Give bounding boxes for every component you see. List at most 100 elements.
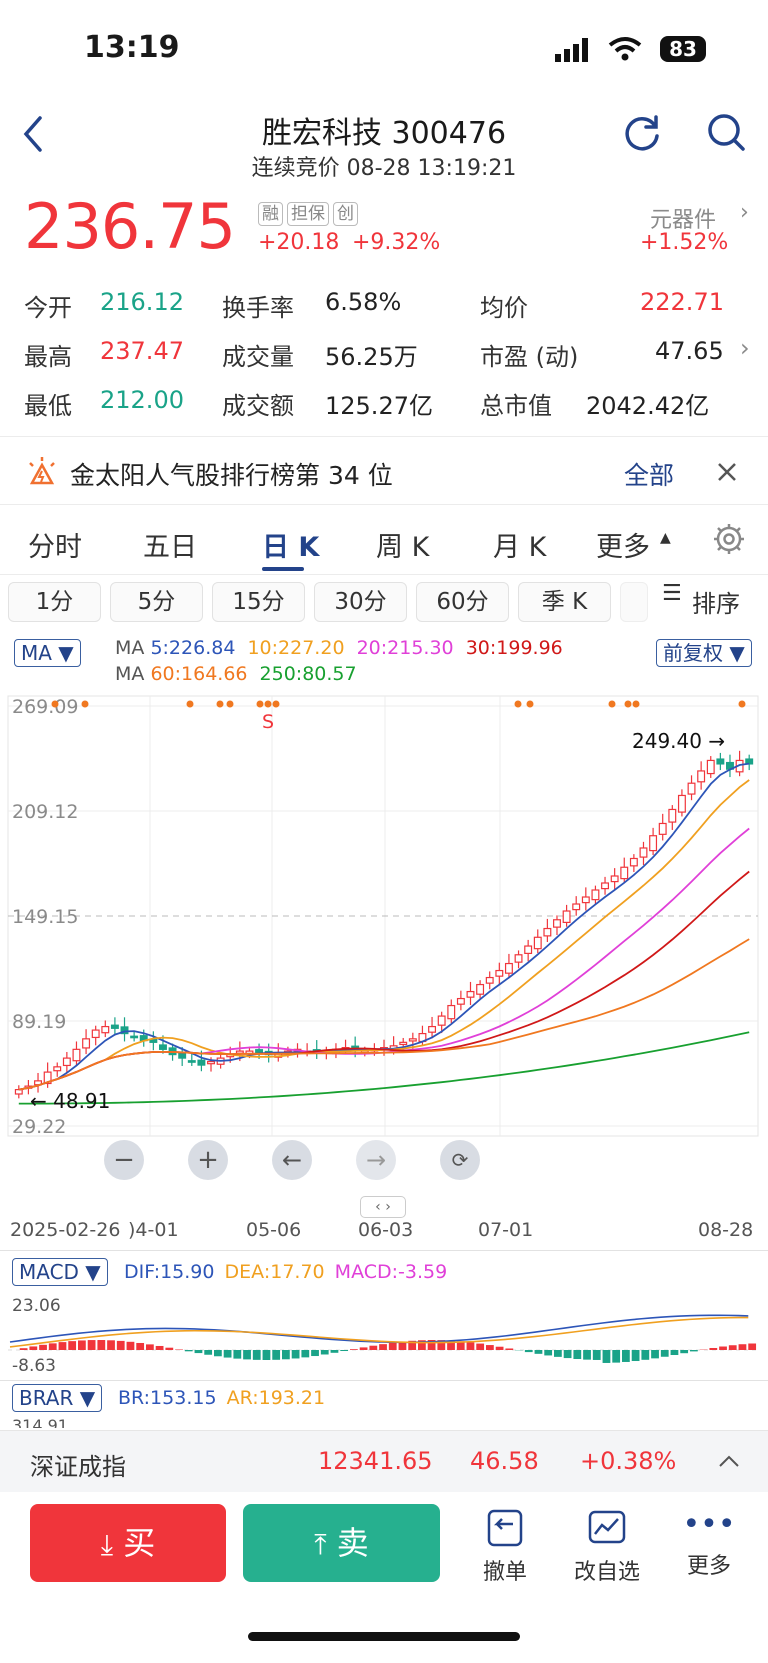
macd-bar (233, 1350, 242, 1359)
brar-selector[interactable]: BRAR ▼ (12, 1384, 103, 1412)
macd-bar (388, 1342, 397, 1350)
y-tick: 269.09 (12, 696, 78, 718)
chevron-up-icon[interactable] (718, 1453, 740, 1469)
buy-arrow-icon: ⤓ (100, 1528, 114, 1561)
macd-selector[interactable]: MACD ▼ (12, 1258, 108, 1286)
interval-30min[interactable]: 30分 (314, 582, 407, 622)
scroll-left-button[interactable]: ← (272, 1140, 312, 1180)
candle (130, 1035, 139, 1039)
candle (533, 936, 542, 950)
stat-label[interactable]: 市盈 (动) (480, 343, 579, 371)
zoom-out-button[interactable]: − (104, 1140, 144, 1180)
sort-button[interactable]: ☰ 排序 (648, 576, 768, 628)
candle (620, 866, 629, 880)
macd-bar (583, 1350, 591, 1360)
candle (447, 1004, 456, 1020)
macd-bar (291, 1350, 300, 1359)
candle (255, 1049, 264, 1054)
candle (43, 1071, 52, 1085)
cancel-order-button[interactable]: 撤单 (460, 1508, 550, 1586)
stat-label: 换手率 (222, 294, 294, 322)
macd-bar (243, 1350, 251, 1360)
candle (437, 1015, 446, 1026)
ma-selector[interactable]: MA ▼ (14, 639, 81, 667)
ma250-value: 250:80.57 (259, 663, 357, 685)
tab-intraday[interactable]: 分时 (28, 532, 82, 563)
macd-bar (554, 1350, 562, 1357)
macd-bar (19, 1348, 28, 1350)
stat-value: 2042.42亿 (586, 392, 710, 420)
macd-bar (116, 1340, 125, 1350)
candle (485, 976, 494, 984)
signal-label: S (262, 711, 274, 733)
macd-bar (107, 1340, 115, 1350)
interval-15min[interactable]: 15分 (212, 582, 305, 622)
interval-60min[interactable]: 60分 (416, 582, 509, 622)
low-marker: ← 48.91 (30, 1089, 110, 1113)
interval-quarter-k[interactable]: 季 K (518, 582, 611, 622)
candle (187, 1060, 196, 1063)
refresh-icon[interactable] (622, 112, 662, 152)
macd-bar (126, 1341, 135, 1350)
close-icon[interactable] (716, 461, 738, 483)
stat-label: 最低 (24, 392, 72, 420)
macd-bar (398, 1341, 407, 1350)
adjust-selector[interactable]: 前复权 ▼ (656, 639, 752, 667)
tab-weekly-k[interactable]: 周 K (376, 532, 430, 563)
sector-name[interactable]: 元器件 (650, 208, 717, 233)
macd-bar (155, 1345, 164, 1350)
candle (72, 1048, 81, 1062)
status-time: 13:19 (84, 30, 180, 65)
interval-overflow[interactable] (620, 582, 648, 622)
search-icon[interactable] (706, 112, 746, 152)
x-tick: 06-03 (358, 1219, 414, 1241)
macd-bar (427, 1340, 436, 1350)
macd-bar (437, 1340, 446, 1350)
interval-1min[interactable]: 1分 (8, 582, 101, 622)
signal-icon (555, 38, 588, 62)
tab-five-day[interactable]: 五日 (143, 532, 197, 563)
candle (581, 896, 590, 904)
index-bar[interactable]: 深证成指 12341.65 46.58 +0.38% (0, 1430, 768, 1492)
adjust-label: 前复权 (663, 641, 723, 665)
macd-bar (252, 1350, 261, 1360)
macd-bar (534, 1350, 543, 1354)
candle (514, 954, 523, 963)
signal-dot (608, 700, 616, 708)
popularity-banner[interactable]: 金太阳人气股排行榜第 34 位 (70, 461, 393, 490)
back-icon[interactable] (20, 114, 46, 154)
chevron-right-icon[interactable]: › (740, 200, 749, 225)
signal-dot (51, 700, 59, 708)
interval-5min[interactable]: 5分 (110, 582, 203, 622)
edit-watchlist-button[interactable]: 改自选 (562, 1508, 652, 1586)
tab-more[interactable]: 更多 (596, 532, 650, 563)
zoom-in-button[interactable]: + (188, 1140, 228, 1180)
macd-chart[interactable] (0, 1294, 768, 1380)
candle (110, 1024, 119, 1029)
range-handle[interactable]: ‹ › (360, 1196, 406, 1218)
rotate-icon[interactable]: ⟳ (440, 1140, 480, 1180)
buy-button[interactable]: ⤓ 买 (30, 1504, 226, 1582)
banner-all-link[interactable]: 全部 (624, 461, 675, 490)
macd-bar (622, 1350, 630, 1362)
cancel-order-label: 撤单 (482, 1560, 527, 1585)
macd-bar (631, 1350, 640, 1362)
badge-collateral: 担保 (287, 202, 329, 226)
candle (716, 758, 725, 765)
macd-bar (39, 1344, 47, 1350)
kline-chart[interactable]: 269.09 209.12 149.15 89.19 29.22 249.40 → ← 48… (0, 694, 768, 1220)
scroll-right-button[interactable]: → (356, 1140, 396, 1180)
stat-value: 212.00 (100, 386, 184, 414)
sell-button[interactable]: ⤒ 卖 (243, 1504, 440, 1582)
tab-daily-k[interactable]: 日 K (262, 532, 320, 563)
more-button[interactable]: ••• 更多 (664, 1508, 754, 1580)
macd-bar (602, 1350, 611, 1363)
ma20-value: 20:215.30 (356, 637, 454, 659)
battery-indicator: 83 (660, 36, 706, 62)
ma-selector-label: MA (21, 641, 52, 665)
chevron-right-icon[interactable]: › (740, 334, 750, 362)
tab-monthly-k[interactable]: 月 K (493, 532, 547, 563)
macd-bar (680, 1350, 689, 1354)
index-value: 12341.65 (318, 1447, 433, 1475)
settings-icon[interactable] (712, 522, 746, 556)
